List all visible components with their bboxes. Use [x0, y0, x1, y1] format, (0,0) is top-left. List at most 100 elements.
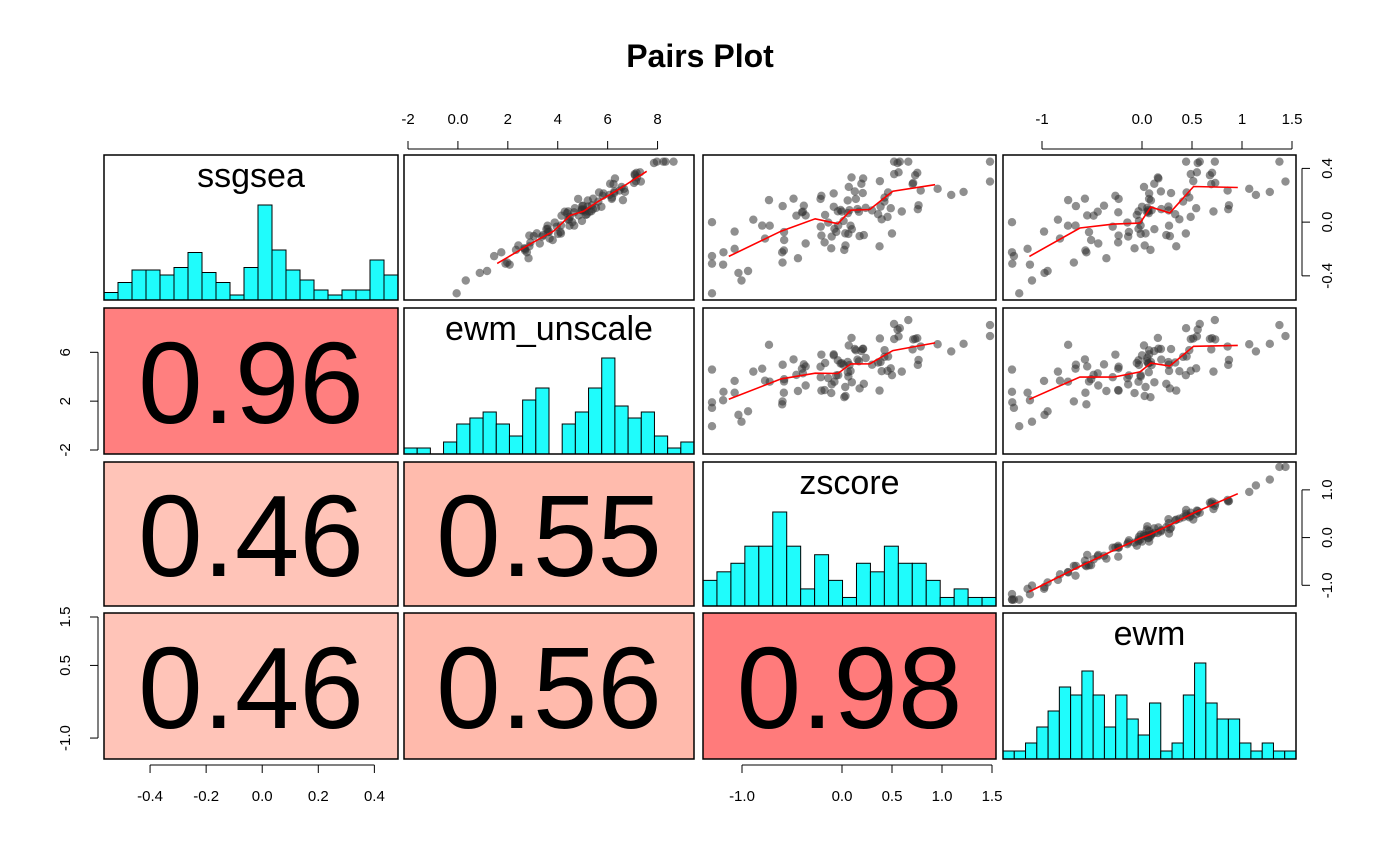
- histogram-bar: [535, 387, 550, 455]
- scatter-point: [765, 221, 774, 230]
- scatter-point: [908, 179, 917, 189]
- histogram-bar: [716, 571, 732, 607]
- scatter-point: [489, 251, 499, 261]
- scatter-point: [904, 157, 913, 166]
- scatter-point: [1007, 387, 1017, 397]
- scatter-point: [719, 248, 728, 257]
- scatter-point: [757, 364, 767, 373]
- scatter-point: [1039, 227, 1049, 236]
- scatter-point: [850, 187, 859, 196]
- tick-label: 6: [603, 111, 611, 128]
- scatter-point: [947, 347, 956, 356]
- scatter-point: [743, 407, 753, 416]
- scatter-point: [1009, 403, 1019, 413]
- correlation-cell-fill: [703, 613, 996, 759]
- scatter-point: [1009, 595, 1019, 604]
- scatter-point: [858, 344, 867, 354]
- histogram-bar: [1025, 742, 1038, 760]
- scatter-point: [1164, 366, 1174, 376]
- tick-label: 0.0: [1319, 212, 1336, 233]
- correlation-cell-fill: [104, 308, 398, 454]
- panel-border: [103, 461, 399, 607]
- scatter-point: [1181, 370, 1191, 380]
- tick-label: 1: [1238, 111, 1246, 128]
- scatter-point: [1275, 320, 1284, 330]
- scatter-point: [1164, 529, 1174, 538]
- scatter-point: [1093, 369, 1102, 378]
- correlation-cell-fill: [104, 613, 398, 759]
- scatter-point: [880, 345, 889, 355]
- scatter-point: [1186, 334, 1195, 344]
- tick-label: -0.4: [1319, 263, 1336, 289]
- histogram-bar: [469, 417, 484, 455]
- scatter-point: [778, 258, 787, 267]
- scatter-point: [1086, 560, 1096, 570]
- histogram-bar: [131, 269, 147, 301]
- scatter-point: [883, 188, 893, 197]
- scatter-point: [543, 224, 552, 234]
- scatter-point: [817, 231, 826, 240]
- scatter-point: [904, 315, 913, 325]
- histogram-bar: [443, 441, 458, 455]
- scatter-point: [1210, 315, 1220, 325]
- scatter-point: [820, 238, 829, 247]
- panel-border: [702, 612, 997, 760]
- histogram-bar: [1272, 750, 1286, 760]
- scatter-point: [916, 186, 925, 195]
- scatter-point: [1082, 211, 1092, 220]
- histogram-bar: [614, 405, 629, 455]
- scatter-point: [1164, 514, 1173, 524]
- scatter-point: [452, 289, 461, 298]
- histogram-bar: [522, 399, 537, 455]
- scatter-point: [1156, 344, 1166, 354]
- scatter-point: [707, 289, 717, 298]
- scatter-point: [1223, 186, 1232, 195]
- scatter-point: [1027, 417, 1037, 426]
- correlation-value: 0.56: [436, 623, 662, 753]
- variable-label: ewm: [1114, 615, 1186, 653]
- scatter-point: [719, 387, 728, 397]
- scatter-point: [749, 215, 758, 224]
- scatter-point: [730, 388, 739, 397]
- histogram-bar: [117, 282, 133, 301]
- histogram-bar: [1239, 742, 1252, 760]
- correlation-value: 0.98: [737, 623, 963, 753]
- scatter-point: [1039, 376, 1049, 386]
- histogram-bar: [680, 441, 695, 455]
- scatter-point: [789, 355, 798, 364]
- smooth-line: [1029, 185, 1238, 258]
- scatter-point: [875, 176, 885, 186]
- histogram-bar: [103, 292, 119, 301]
- scatter-point: [707, 218, 717, 227]
- scatter-point: [497, 248, 506, 257]
- histogram-bar: [403, 447, 418, 455]
- scatter-point: [532, 229, 541, 238]
- scatter-point: [1134, 360, 1144, 370]
- tick-label: 0.4: [1319, 158, 1336, 179]
- scatter-point: [985, 157, 995, 166]
- scatter-point: [1245, 184, 1254, 194]
- scatter-point: [897, 367, 906, 376]
- histogram-bar: [285, 269, 301, 301]
- scatter-point: [1191, 364, 1201, 373]
- smooth-line: [728, 342, 936, 401]
- scatter-point: [1063, 340, 1073, 350]
- histogram-bar: [601, 357, 616, 455]
- histogram-bar: [574, 411, 590, 455]
- scatter-point: [734, 410, 743, 420]
- scatter-point: [1123, 380, 1133, 389]
- histogram-bar: [1070, 694, 1083, 760]
- histogram-bar: [215, 282, 231, 301]
- scatter-point: [875, 386, 884, 395]
- scatter-point: [985, 320, 995, 330]
- scatter-point: [1150, 378, 1159, 387]
- scatter-point: [1207, 168, 1217, 178]
- scatter-point: [1166, 188, 1176, 198]
- scatter-point: [859, 230, 869, 240]
- histogram-bar: [925, 579, 941, 607]
- scatter-point: [1080, 355, 1090, 364]
- scatter-point: [1043, 407, 1052, 416]
- histogram-bar: [1182, 694, 1196, 760]
- panel-border: [1002, 154, 1297, 301]
- histogram-bar: [1115, 694, 1128, 760]
